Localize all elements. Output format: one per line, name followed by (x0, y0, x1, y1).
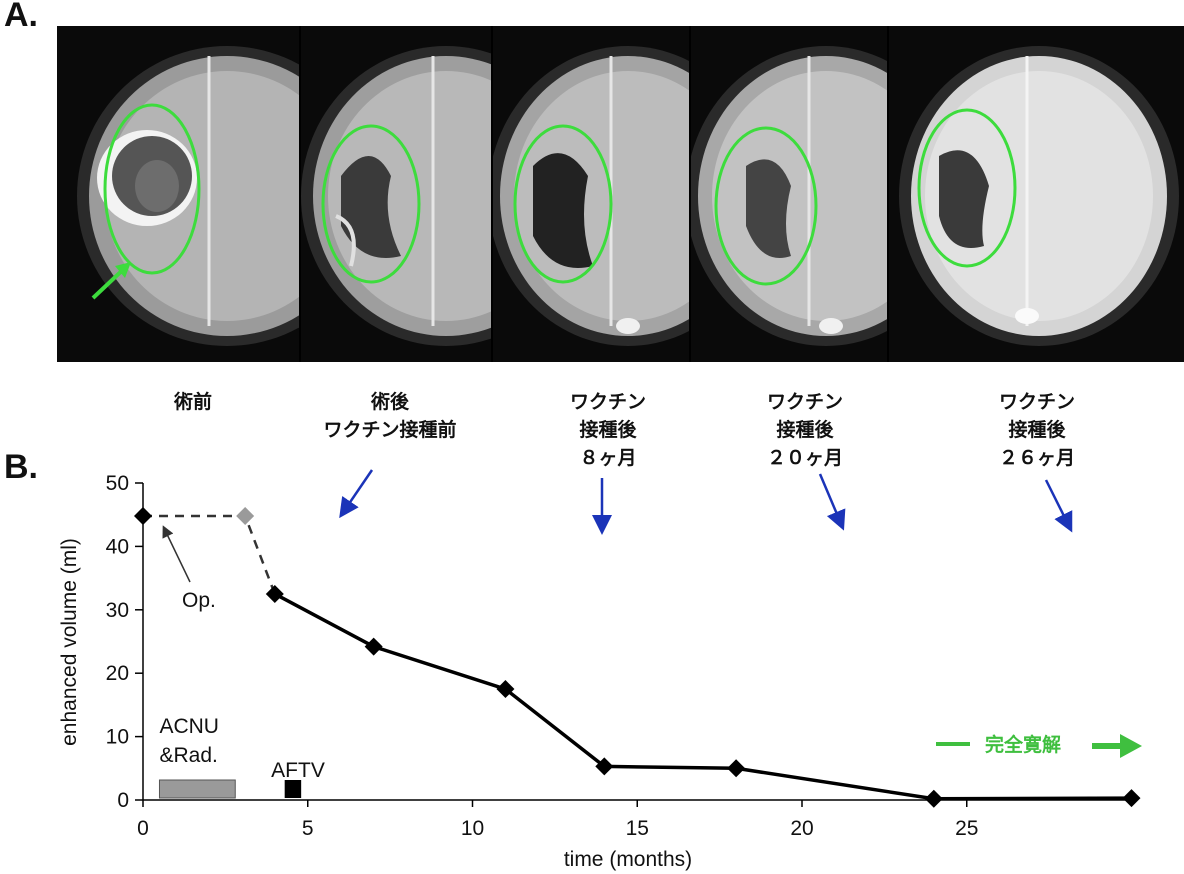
acnu-rad-label: ACNU &Rad. (159, 715, 219, 767)
mri-8-month-image (493, 26, 689, 362)
op-pointer-arrow (162, 525, 191, 583)
dashed-series-line (143, 514, 276, 595)
remission-arrow-head (1120, 734, 1142, 758)
data-point-marker (924, 789, 943, 808)
aftv-bar (284, 780, 302, 798)
op-label: Op. (182, 589, 216, 612)
mri-26-month-image (889, 26, 1184, 362)
data-point-marker (134, 506, 152, 525)
y-tick-label: 20 (106, 662, 129, 685)
x-tick-label: 5 (302, 817, 314, 840)
data-point-marker (1122, 789, 1141, 808)
data-point-marker (595, 757, 614, 776)
remission-label: 完全寛解 (985, 733, 1061, 756)
x-axis-title: time (months) (564, 848, 692, 871)
data-point-marker (496, 680, 515, 699)
x-tick-label: 15 (626, 817, 649, 840)
mri-caption-8-months: ワクチン 接種後 ８ヶ月 (569, 391, 646, 469)
aftv-label: AFTV (271, 759, 325, 782)
y-tick-label: 10 (106, 726, 129, 749)
mri-caption-preop: 術前 (173, 391, 212, 413)
data-point-marker (364, 637, 383, 656)
mri-image-strip (57, 26, 1184, 362)
pointer-arrow-20-months (818, 473, 846, 531)
x-tick-label: 25 (955, 817, 978, 840)
panel-b-label: B. (4, 448, 38, 486)
acnu-rad-bar (158, 779, 236, 799)
x-tick-label: 10 (461, 817, 484, 840)
y-tick-label: 30 (106, 599, 129, 622)
mri-caption-postop: 術後 ワクチン接種前 (323, 391, 457, 441)
y-tick-label: 40 (106, 535, 129, 558)
mri-postop-image (301, 26, 491, 362)
pointer-arrow-postop (339, 469, 374, 519)
panel-a-label: A. (4, 0, 38, 34)
y-axis-title: enhanced volume (ml) (58, 538, 81, 746)
data-point-marker (265, 584, 284, 603)
pointer-arrow-26-months (1044, 479, 1073, 533)
solid-series-line (273, 592, 1132, 801)
data-point-marker (727, 759, 746, 778)
mri-preop-image (57, 26, 299, 362)
x-tick-label: 0 (137, 817, 149, 840)
x-tick-label: 20 (790, 817, 813, 840)
mri-caption-26-months: ワクチン 接種後 ２６ヶ月 (998, 391, 1075, 469)
data-point-marker (236, 506, 255, 525)
y-tick-label: 0 (117, 789, 129, 812)
mri-20-month-image (691, 26, 887, 362)
y-tick-label: 50 (106, 472, 129, 495)
mri-caption-20-months: ワクチン 接種後 ２０ヶ月 (766, 391, 843, 469)
